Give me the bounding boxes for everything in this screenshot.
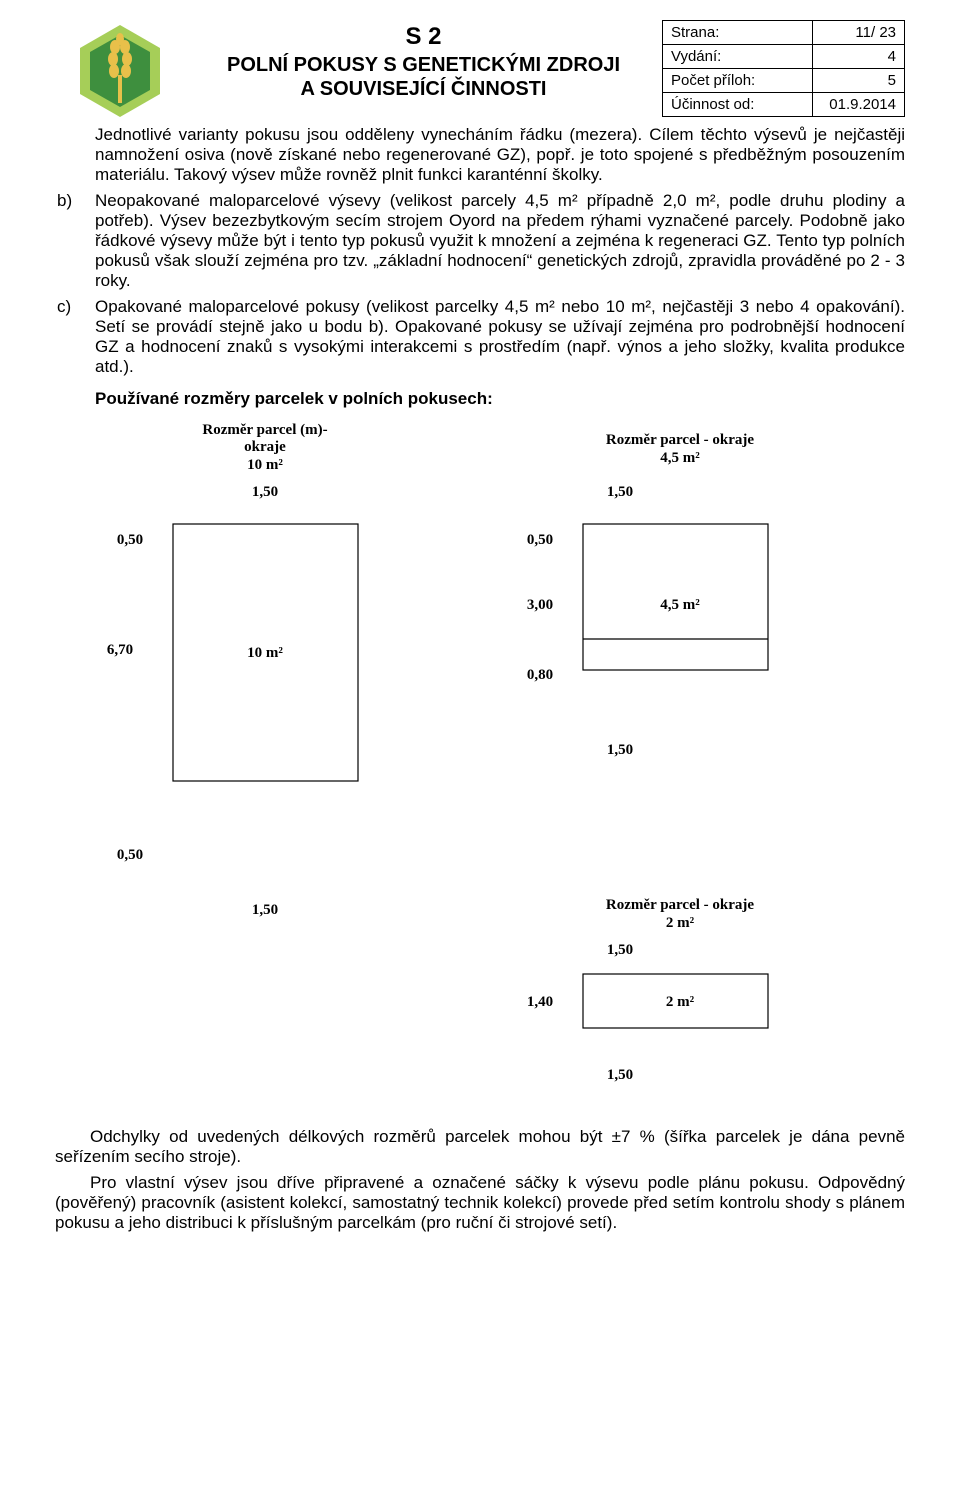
- meta-value: 11/ 23: [813, 21, 905, 45]
- meta-label: Počet příloh:: [663, 69, 813, 93]
- page: S 2 POLNÍ POKUSY S GENETICKÝMI ZDROJI A …: [0, 0, 960, 1269]
- body-text: Jednotlivé varianty pokusu jsou odděleny…: [55, 125, 905, 409]
- dia45-split-top: 3,00: [527, 597, 553, 613]
- doc-code: S 2: [195, 23, 652, 51]
- list-item-b: b) Neopakované maloparcelové výsevy (vel…: [55, 191, 905, 291]
- subheading: Používané rozměry parcelek v polních pok…: [95, 389, 905, 409]
- dia10-bottom-side: 0,50: [117, 847, 143, 863]
- logo-cell: [55, 20, 185, 117]
- footer-text: Odchylky od uvedených délkových rozměrů …: [55, 1127, 905, 1233]
- dia10-inner-label: 10 m²: [247, 645, 283, 661]
- meta-value: 01.9.2014: [813, 93, 905, 117]
- grain-logo-icon: [80, 25, 160, 117]
- footer-p2: Pro vlastní výsev jsou dříve připravené …: [55, 1173, 905, 1233]
- dia45-top-margin: 1,50: [607, 484, 633, 500]
- diagram-2m2: Rozměr parcel - okraje 2 m² 1,50 1,40 2 …: [527, 897, 768, 1083]
- dia45-split-bottom: 0,80: [527, 667, 553, 683]
- meta-row-vydani: Vydání: 4: [663, 45, 905, 69]
- meta-label: Strana:: [663, 21, 813, 45]
- dia2-top-margin: 1,50: [607, 942, 633, 958]
- dia10-title2: okraje: [244, 439, 286, 455]
- meta-value: 5: [813, 69, 905, 93]
- diagram-4p5m2: Rozměr parcel - okraje 4,5 m² 1,50 0,50 …: [527, 432, 768, 758]
- doc-title-line1: POLNÍ POKUSY S GENETICKÝMI ZDROJI: [195, 53, 652, 77]
- dia10-side-margin: 0,50: [117, 532, 143, 548]
- dia2-area: 2 m²: [666, 915, 695, 931]
- footer-p1: Odchylky od uvedených délkových rozměrů …: [55, 1127, 905, 1167]
- dia2-inner-label: 2 m²: [666, 994, 695, 1010]
- list-body: Neopakované maloparcelové výsevy (veliko…: [95, 191, 905, 291]
- dia2-height: 1,40: [527, 994, 553, 1010]
- dia45-bottom-margin: 1,50: [607, 742, 633, 758]
- dia2-title: Rozměr parcel - okraje: [606, 897, 754, 913]
- dia10-area: 10 m²: [247, 457, 283, 473]
- dia10-height: 6,70: [107, 642, 133, 658]
- list-body: Opakované maloparcelové pokusy (velikost…: [95, 297, 905, 377]
- diagram-10m2: Rozměr parcel (m)- okraje 10 m² 1,50 0,5…: [107, 422, 358, 918]
- dia45-title: Rozměr parcel - okraje: [606, 432, 754, 448]
- dia45-inner-label: 4,5 m²: [660, 597, 700, 613]
- meta-table: Strana: 11/ 23 Vydání: 4 Počet příloh: 5…: [662, 20, 905, 117]
- doc-title-line2: A SOUVISEJÍCÍ ČINNOSTI: [195, 77, 652, 101]
- title-cell: S 2 POLNÍ POKUSY S GENETICKÝMI ZDROJI A …: [185, 20, 662, 101]
- dia10-top-margin: 1,50: [252, 484, 278, 500]
- dia2-bottom-margin: 1,50: [607, 1067, 633, 1083]
- parcel-diagrams: Rozměr parcel (m)- okraje 10 m² 1,50 0,5…: [85, 419, 875, 1109]
- meta-row-ucinnost: Účinnost od: 01.9.2014: [663, 93, 905, 117]
- list-marker: c): [55, 297, 95, 377]
- meta-label: Vydání:: [663, 45, 813, 69]
- dia10-title1: Rozměr parcel (m)-: [202, 422, 327, 438]
- parcel-diagram-svg: Rozměr parcel (m)- okraje 10 m² 1,50 0,5…: [85, 419, 875, 1104]
- intro-paragraph: Jednotlivé varianty pokusu jsou odděleny…: [95, 125, 905, 185]
- document-header: S 2 POLNÍ POKUSY S GENETICKÝMI ZDROJI A …: [55, 20, 905, 117]
- list-item-c: c) Opakované maloparcelové pokusy (velik…: [55, 297, 905, 377]
- list-marker: b): [55, 191, 95, 291]
- dia45-side-margin: 0,50: [527, 532, 553, 548]
- meta-value: 4: [813, 45, 905, 69]
- dia45-area: 4,5 m²: [660, 450, 700, 466]
- meta-label: Účinnost od:: [663, 93, 813, 117]
- meta-row-strana: Strana: 11/ 23: [663, 21, 905, 45]
- meta-row-pocet: Počet příloh: 5: [663, 69, 905, 93]
- dia10-bottom-margin: 1,50: [252, 902, 278, 918]
